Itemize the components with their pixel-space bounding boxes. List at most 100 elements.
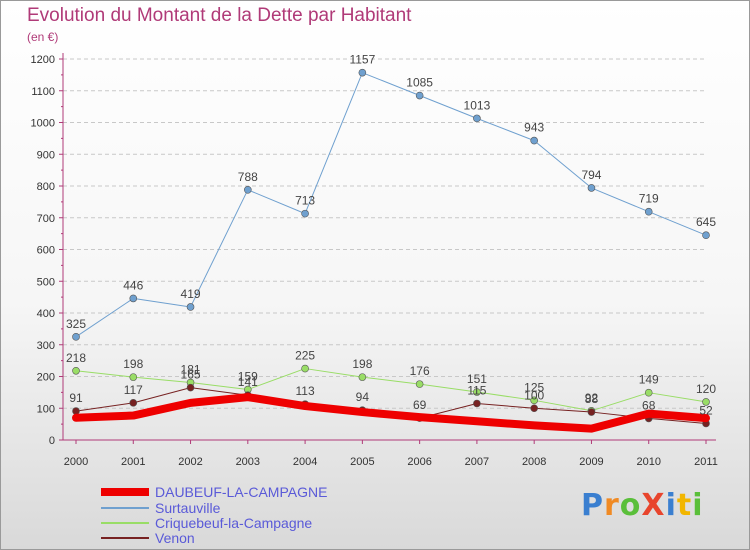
series-1-point-2007: [473, 114, 481, 123]
y-tick-label-900: 900: [37, 149, 55, 161]
series-3-data-label-2009: 88: [585, 392, 599, 406]
series-1-data-label-2006: 1085: [406, 76, 433, 90]
series-3-point-2002: [186, 383, 195, 392]
y-tick-label-1100: 1100: [31, 86, 55, 98]
x-tick-label-2001: 2001: [121, 456, 145, 468]
y-tick-label-200: 200: [37, 372, 55, 384]
x-tick-label-2005: 2005: [350, 456, 374, 468]
series-line-1: [75, 72, 707, 338]
legend-item-venon: Venon: [101, 530, 195, 546]
x-tick-label-2000: 2000: [64, 456, 88, 468]
series-1-data-label-2009: 794: [581, 168, 601, 182]
series-3-data-label-2000: 91: [69, 391, 83, 405]
logo-letter: r: [604, 488, 620, 523]
series-2-data-label-2010: 149: [639, 373, 659, 387]
x-tick-label-2008: 2008: [522, 456, 546, 468]
legend-swatch-surtauville: [101, 507, 149, 509]
legend-item-daubeuf: DAUBEUF-LA-CAMPAGNE: [101, 484, 327, 500]
series-3-point-2008: [530, 404, 538, 413]
series-1-data-label-2005: 1157: [349, 53, 375, 67]
x-tick-label-2002: 2002: [178, 456, 202, 468]
series-1-point-2002: [186, 303, 195, 311]
series-3-data-label-2004: 113: [296, 384, 315, 398]
series-1-point-2001: [129, 294, 138, 303]
logo-letter: i: [665, 488, 677, 523]
series-2-point-2005: [358, 373, 367, 381]
series-1-point-2009: [587, 184, 596, 192]
x-tick-label-2011: 2011: [694, 456, 718, 468]
y-tick-label-300: 300: [37, 340, 55, 352]
series-3-data-label-2008: 100: [524, 388, 544, 402]
series-2-data-label-2003: 159: [238, 370, 258, 384]
logo-letter: P: [581, 488, 604, 523]
series-1-data-label-2008: 943: [524, 121, 544, 135]
series-2-data-label-2007: 151: [467, 372, 487, 386]
series-1-data-label-2007: 1013: [464, 98, 491, 112]
series-2-point-2011: [702, 398, 710, 406]
legend-item-surtauville: Surtauville: [101, 500, 220, 516]
y-tick-label-800: 800: [37, 181, 55, 193]
series-3-data-label-2010: 68: [642, 398, 656, 412]
series-1-data-label-2001: 446: [123, 278, 143, 292]
chart-title: Evolution du Montant de la Dette par Hab…: [27, 5, 412, 26]
x-tick-label-2010: 2010: [636, 456, 660, 468]
series-line-2: [75, 368, 707, 412]
series-2-point-2001: [129, 373, 138, 381]
series-3-data-label-2005: 94: [356, 390, 370, 404]
series-1-data-label-2002: 419: [181, 287, 201, 301]
y-tick-label-0: 0: [49, 435, 55, 447]
data-labels: 325 446 419 788 713 1157 1085 1013 943 794 719 645 2…: [66, 53, 716, 418]
series-1-data-label-2010: 719: [639, 192, 659, 206]
y-tick-label-400: 400: [37, 308, 55, 320]
series-2-point-2010: [644, 388, 653, 397]
series-2-data-label-2005: 198: [352, 357, 372, 371]
series-2-data-label-2008: 125: [524, 380, 544, 394]
legend-label-daubeuf: DAUBEUF-LA-CAMPAGNE: [155, 484, 328, 500]
series-2-data-label-2002: 181: [181, 363, 201, 377]
series-3-point-2001: [129, 399, 138, 407]
series-3-data-label-2002: 165: [181, 368, 201, 382]
y-tick-label-700: 700: [37, 213, 55, 225]
y-tick-label-500: 500: [37, 276, 55, 288]
series-3-point-2000: [72, 407, 80, 415]
y-tick-label-600: 600: [37, 245, 55, 257]
series-1-data-label-2000: 325: [66, 317, 86, 331]
series-3-point-2007: [473, 399, 481, 408]
logo-letter: X: [641, 488, 666, 523]
series-2-data-label-2004: 225: [295, 349, 315, 363]
series-1-point-2000: [72, 333, 80, 341]
series-2-data-label-2011: 120: [696, 382, 716, 396]
series-1-data-label-2004: 713: [295, 194, 315, 208]
legend-item-criquebeuf: Criquebeuf-la-Campagne: [101, 515, 312, 531]
series-1-point-2005: [358, 68, 367, 77]
grid: [63, 58, 706, 409]
series-3-data-label-2001: 117: [124, 383, 143, 397]
series-3-data-label-2007: 115: [467, 383, 486, 397]
series-3-data-label-2006: 69: [413, 398, 427, 412]
series-3-data-label-2011: 52: [699, 403, 713, 417]
y-tick-label-1200: 1200: [31, 54, 55, 66]
y-tick-label-100: 100: [37, 403, 55, 415]
x-tick-label-2007: 2007: [465, 456, 489, 468]
legend-label-surtauville: Surtauville: [155, 500, 221, 516]
logo-letter: t: [676, 488, 693, 523]
series-lines: [72, 68, 710, 433]
series-line-0: [72, 393, 710, 433]
series-2-point-2008: [530, 396, 538, 405]
x-tick-label-2006: 2006: [407, 456, 431, 468]
legend-swatch-daubeuf: [101, 488, 149, 496]
series-1-point-2006: [415, 91, 424, 100]
series-2-data-label-2006: 176: [410, 364, 430, 378]
series-2-data-label-2009: 92: [585, 391, 599, 405]
series-2-data-label-2001: 198: [123, 357, 143, 371]
x-tick-label-2003: 2003: [236, 456, 260, 468]
legend-label-venon: Venon: [155, 530, 195, 546]
legend-swatch-venon: [101, 537, 149, 539]
axes: 0 100 200 300 400 500 600 700 800 900 1000 1100 1200…: [31, 53, 718, 468]
series-3-point-2009: [587, 408, 596, 416]
series-2-point-2004: [301, 364, 309, 373]
legend-swatch-criquebeuf: [101, 522, 149, 524]
series-1-data-label-2011: 645: [696, 215, 716, 229]
